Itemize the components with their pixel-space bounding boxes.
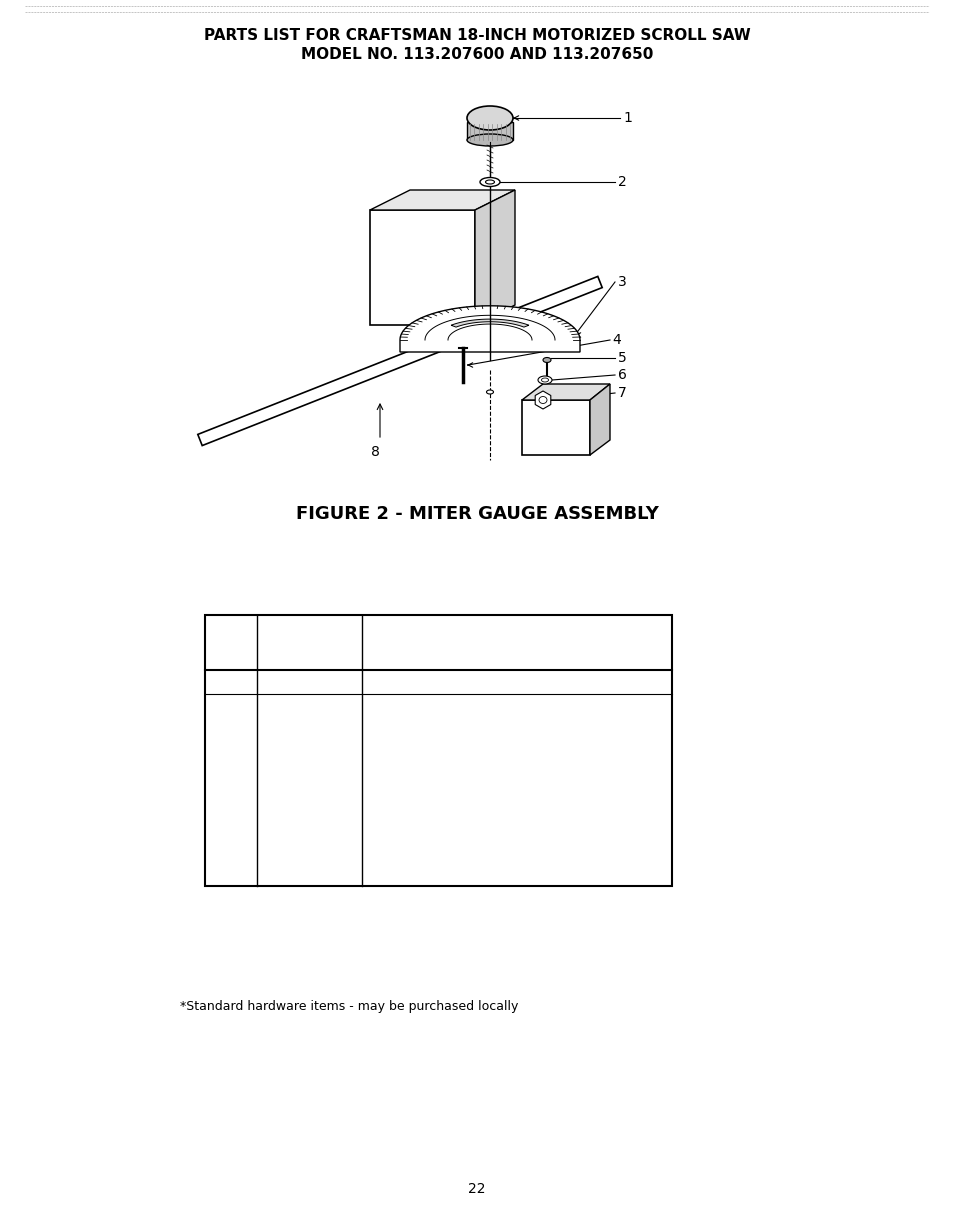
Text: Key: Key <box>218 631 244 644</box>
Polygon shape <box>521 384 609 400</box>
Polygon shape <box>197 277 601 446</box>
Text: 4: 4 <box>227 772 234 785</box>
Ellipse shape <box>537 375 552 384</box>
Polygon shape <box>451 320 528 327</box>
Ellipse shape <box>479 177 499 186</box>
Ellipse shape <box>485 180 494 183</box>
Text: 1: 1 <box>622 111 631 125</box>
Text: 1: 1 <box>227 700 234 713</box>
Text: 62170: 62170 <box>262 676 301 689</box>
Ellipse shape <box>542 357 551 362</box>
Text: STD510802: STD510802 <box>262 796 335 809</box>
Bar <box>467 122 513 140</box>
Text: Bar, Miter Gauge: Bar, Miter Gauge <box>370 868 476 881</box>
Ellipse shape <box>541 378 548 382</box>
Text: 62176: 62176 <box>262 700 301 713</box>
Text: 3: 3 <box>618 275 626 289</box>
Polygon shape <box>475 190 515 324</box>
Ellipse shape <box>467 106 513 130</box>
Text: 2: 2 <box>618 175 626 190</box>
Text: Spacer: Spacer <box>370 844 413 857</box>
Polygon shape <box>521 400 589 454</box>
Text: 7: 7 <box>227 844 234 857</box>
Text: 4: 4 <box>612 333 620 347</box>
Text: *Standard hardware items - may be purchased locally: *Standard hardware items - may be purcha… <box>180 1000 517 1013</box>
Text: Knob, Miter Gauge: Knob, Miter Gauge <box>370 700 486 713</box>
Text: 62177: 62177 <box>262 844 301 857</box>
Text: Description: Description <box>472 651 561 665</box>
Text: 7: 7 <box>618 386 626 400</box>
Text: No.: No. <box>219 644 243 657</box>
Ellipse shape <box>538 396 546 403</box>
Text: *Washer, 13/64 x 5/8 x 1/32: *Washer, 13/64 x 5/8 x 1/32 <box>370 724 545 738</box>
Polygon shape <box>370 190 515 210</box>
Text: Pointer: Pointer <box>370 820 414 833</box>
Text: Gauge, Miter: Gauge, Miter <box>370 748 451 761</box>
Text: No.: No. <box>297 644 321 657</box>
Polygon shape <box>399 306 579 352</box>
Text: 62174: 62174 <box>262 868 301 881</box>
Bar <box>370 210 475 324</box>
Text: 3: 3 <box>227 748 234 761</box>
Text: Gauge Assy., Miter: Gauge Assy., Miter <box>370 676 486 689</box>
Text: MODEL NO. 113.207600 AND 113.207650: MODEL NO. 113.207600 AND 113.207650 <box>300 47 653 62</box>
Text: 8: 8 <box>370 445 379 459</box>
Text: Part: Part <box>294 631 324 644</box>
Text: 5: 5 <box>618 351 626 364</box>
Text: 5: 5 <box>227 796 234 809</box>
Text: STD551010: STD551010 <box>262 724 335 738</box>
Text: PARTS LIST FOR CRAFTSMAN 18-INCH MOTORIZED SCROLL SAW: PARTS LIST FOR CRAFTSMAN 18-INCH MOTORIZ… <box>203 28 750 43</box>
Text: 6: 6 <box>227 820 234 833</box>
Bar <box>205 615 671 886</box>
Text: 62175: 62175 <box>262 772 301 785</box>
Ellipse shape <box>467 134 513 146</box>
Text: 38724: 38724 <box>262 820 301 833</box>
Polygon shape <box>589 384 609 454</box>
Ellipse shape <box>486 390 493 394</box>
Text: 22: 22 <box>468 1182 485 1196</box>
Text: *Screw, Pan Hd  8-32 x 1/4: *Screw, Pan Hd 8-32 x 1/4 <box>370 796 537 809</box>
Text: 62173: 62173 <box>262 748 301 761</box>
Text: FIGURE 2 - MITER GAUGE ASSEMBLY: FIGURE 2 - MITER GAUGE ASSEMBLY <box>295 505 658 522</box>
Text: 8: 8 <box>227 868 234 881</box>
Text: 6: 6 <box>618 368 626 382</box>
Text: Pin, Miter Pivot: Pin, Miter Pivot <box>370 772 463 785</box>
Text: 2: 2 <box>227 724 234 738</box>
